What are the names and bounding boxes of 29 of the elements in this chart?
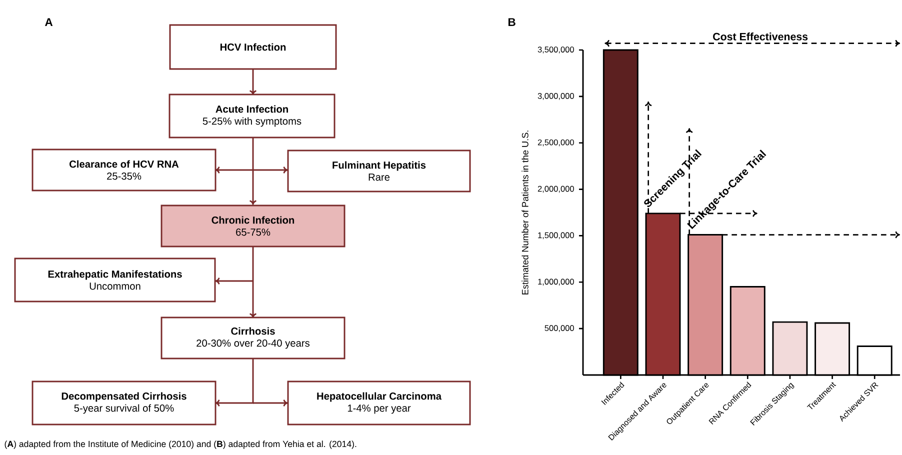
text: Cost Effectiveness xyxy=(713,32,808,40)
text: 5-25% with symptoms xyxy=(202,117,302,127)
text: A xyxy=(44,18,53,26)
y-tick-label: 3,000,000 xyxy=(538,93,574,100)
y-tick-label: 1,000,000 xyxy=(538,278,574,286)
text: Cirrhosis xyxy=(231,327,275,335)
y-tick-label: 500,000 xyxy=(544,325,574,332)
y-tick-label: 2,000,000 xyxy=(538,186,574,193)
chart-title: B xyxy=(508,18,516,26)
text: Acute Infection xyxy=(216,105,288,113)
text: Chronic Infection xyxy=(212,216,294,224)
text: 20-30% over 20-40 years xyxy=(196,340,310,349)
text: Hepatocellular Carcinoma xyxy=(317,392,442,402)
y-tick-label: 3,500,000 xyxy=(538,46,574,54)
text: Clearance of HCV RNA xyxy=(70,160,179,168)
text: Fulminant Hepatitis xyxy=(332,161,426,171)
text: Uncommon xyxy=(90,282,140,290)
y-axis-title: Estimated Number of Patients in the U.S. xyxy=(522,130,528,294)
text: 5-year survival of 50% xyxy=(74,404,174,414)
text: Extrahepatic Manifestations xyxy=(48,270,182,280)
text: (A) adapted from the Institute of Medicine (2010) and (B) adapted from Yehia et al. (2014). xyxy=(4,440,356,449)
text: HCV Infection xyxy=(220,43,286,51)
y-tick-label: 2,500,000 xyxy=(538,139,574,146)
text: 65-75% xyxy=(236,228,270,236)
text: Decompensated Cirrhosis xyxy=(62,392,186,402)
text: Rare xyxy=(368,174,390,181)
y-tick-label: 1,500,000 xyxy=(538,232,574,240)
text: 1-4% per year xyxy=(348,404,411,414)
text: 25-35% xyxy=(107,172,142,180)
